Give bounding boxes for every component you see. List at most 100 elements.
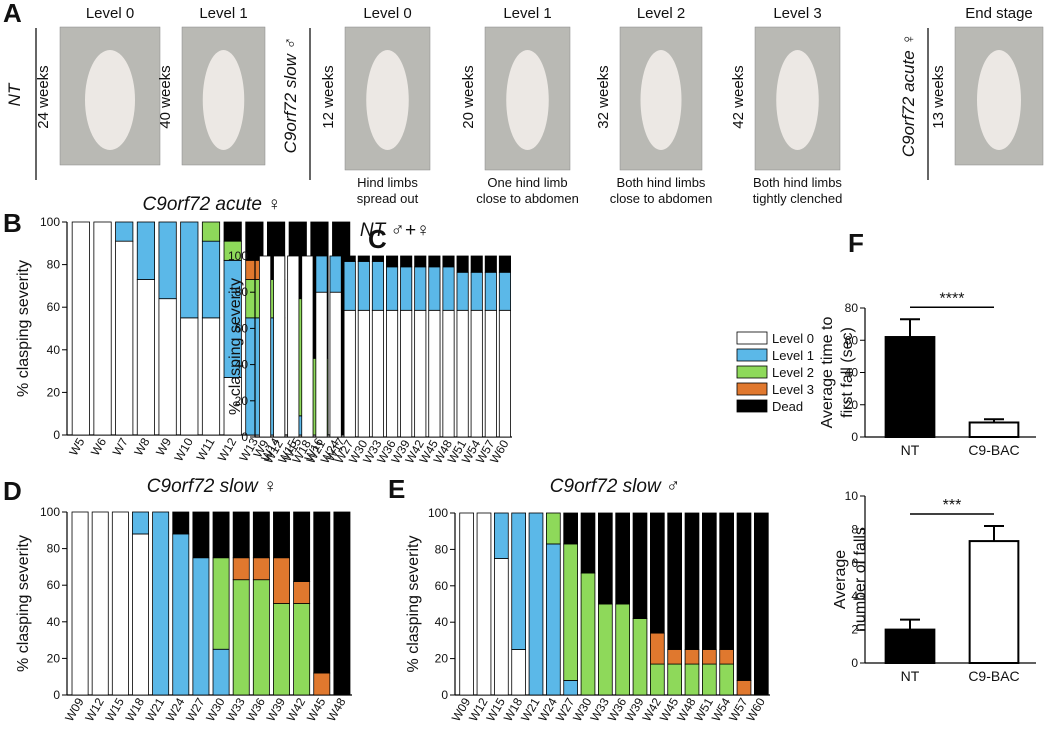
bar-segment [329, 255, 342, 293]
y-axis-label: % clasping severity [405, 536, 422, 673]
caption: Hind limbs [357, 175, 418, 190]
bar-segment [212, 511, 230, 559]
bar-segment [667, 649, 683, 665]
bar-segment [650, 512, 665, 634]
bar-segment [442, 309, 455, 438]
bar-segment [615, 512, 631, 605]
bar-segment [428, 266, 441, 311]
bar-segment [111, 511, 129, 696]
bar-segment [212, 557, 230, 650]
bar-segment [580, 572, 596, 696]
bar-segment [667, 512, 683, 650]
age-label: 13 weeks [930, 65, 947, 128]
bar-segment [470, 271, 483, 311]
bar-segment [371, 309, 384, 438]
significance-label: **** [940, 290, 965, 307]
bar-segment [315, 255, 328, 293]
y-axis-label: % clasping severity [15, 535, 32, 672]
caption: Both hind limbs [753, 175, 842, 190]
y-tick-label: 80 [47, 542, 61, 556]
bar-segment [563, 543, 579, 681]
panel-label: E [388, 474, 405, 504]
bar-segment [293, 603, 311, 696]
bar-segment [343, 309, 356, 438]
bar [968, 540, 1020, 665]
x-tick-label: W27 [183, 695, 208, 724]
bar-segment [684, 649, 700, 665]
bar-segment [400, 255, 413, 268]
bar-segment [563, 680, 579, 696]
bar-segment [754, 512, 769, 696]
x-tick-label: W7 [110, 435, 131, 458]
bar-segment [223, 221, 242, 242]
x-tick-label: W12 [215, 435, 240, 464]
bar-segment [180, 317, 199, 436]
bar-segment [232, 511, 250, 559]
level-label: End stage [965, 5, 1033, 22]
legend-label: Dead [772, 399, 803, 414]
y-tick-label: 8 [851, 522, 858, 536]
y-tick-label: 100 [428, 506, 448, 520]
bar [884, 336, 936, 438]
panel-label: A [3, 0, 22, 28]
mouse-body [366, 50, 409, 150]
y-tick-label: 6 [851, 556, 858, 570]
y-tick-label: 0 [241, 430, 248, 444]
bar-segment [511, 649, 527, 696]
bar-segment [371, 255, 384, 262]
x-tick-label: NT [901, 668, 920, 684]
bar-segment [459, 512, 475, 696]
bar-segment [456, 255, 469, 273]
bar-segment [400, 309, 413, 438]
y-axis-label: first fall (sec) [839, 327, 856, 418]
y-tick-label: 20 [47, 651, 61, 665]
legend-swatch [736, 331, 768, 345]
bar-segment [632, 512, 648, 619]
chart-title: C9orf72 slow ♂ [550, 476, 680, 497]
bar-segment [484, 255, 497, 273]
y-axis-label: % clasping severity [227, 278, 244, 415]
bar-segment [115, 240, 134, 436]
bar-segment [386, 266, 399, 311]
bar-segment [546, 543, 561, 696]
bar-segment [172, 533, 190, 696]
legend-label: Level 1 [772, 348, 814, 363]
level-label: Level 0 [86, 5, 134, 22]
panel-label: C [368, 224, 387, 254]
legend-swatch [736, 365, 768, 379]
bar-segment [615, 603, 631, 696]
bar-segment [180, 221, 199, 319]
y-tick-label: 100 [228, 249, 248, 263]
y-tick-label: 0 [53, 428, 60, 442]
y-tick-label: 60 [435, 579, 449, 593]
y-tick-label: 100 [40, 505, 60, 519]
bar-segment [598, 512, 613, 605]
bar-segment [315, 291, 328, 438]
x-tick-label: W6 [88, 435, 109, 458]
bar-segment [563, 512, 579, 545]
bar-segment [273, 255, 286, 438]
bar-segment [71, 221, 90, 436]
bar-segment [470, 309, 483, 438]
bar-segment [484, 271, 497, 311]
y-tick-label: 80 [435, 542, 449, 556]
bar-segment [329, 291, 342, 438]
bar-segment [456, 271, 469, 311]
y-tick-label: 80 [845, 301, 859, 315]
x-tick-label: W60 [743, 695, 768, 724]
x-tick-label: W8 [131, 435, 152, 458]
x-tick-label: W9 [153, 435, 174, 458]
x-tick-label: W15 [102, 695, 127, 724]
y-tick-label: 40 [235, 358, 249, 372]
bar-segment [580, 512, 596, 574]
bar-segment [414, 266, 427, 311]
chart-title: C9orf72 acute ♀ [143, 194, 282, 215]
y-tick-label: 60 [235, 321, 249, 335]
x-tick-label: W30 [203, 695, 228, 724]
legend-label: Level 2 [772, 365, 814, 380]
bar-segment [333, 511, 351, 696]
bar-segment [132, 511, 149, 535]
bar-segment [172, 511, 190, 535]
